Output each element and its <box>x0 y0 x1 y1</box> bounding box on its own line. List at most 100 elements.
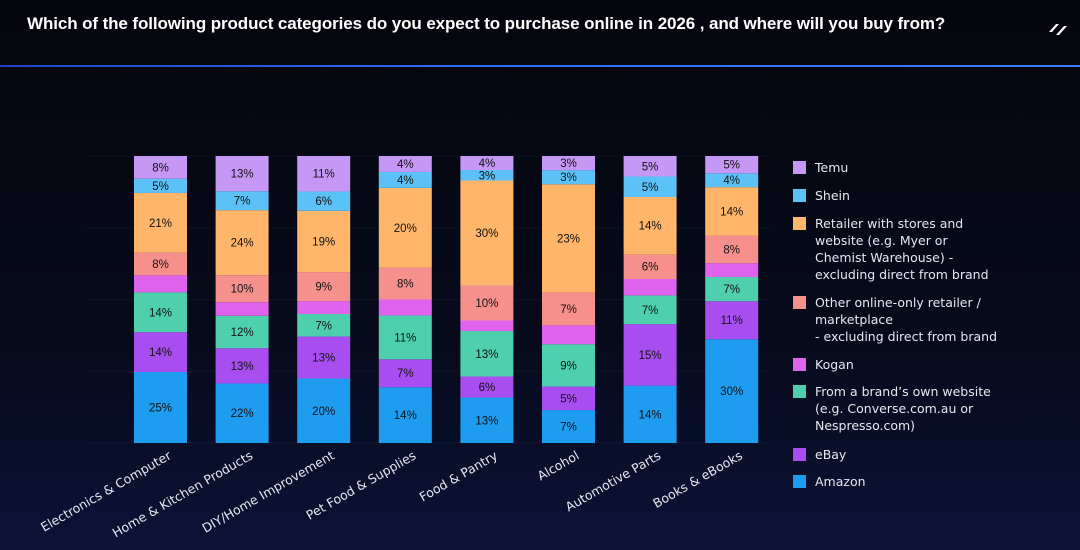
data-label: 11% <box>394 332 416 344</box>
segment-temu <box>378 156 432 172</box>
segment-from-a-brand-s-own-website <box>215 315 269 349</box>
chart-bars: 25%14%14%8%21%5%8%22%13%12%10%24%7%13%20… <box>134 156 759 443</box>
bar-home-kitchen-products: 22% 13% 12% 10% 24% 7% 13% <box>215 156 269 443</box>
segment-kogan <box>297 301 351 315</box>
segment-ebay <box>134 332 187 372</box>
data-label: 22% <box>231 408 254 420</box>
data-label: 9% <box>560 360 577 372</box>
segment-shein <box>134 178 187 193</box>
legend-swatch <box>793 217 806 230</box>
segment-other-online-only-retailer <box>297 272 351 302</box>
data-label: 30% <box>720 386 743 398</box>
segment-from-a-brand-s-own-website <box>460 331 514 377</box>
segment-ebay <box>542 386 595 411</box>
data-label: 7% <box>397 368 414 380</box>
segment-retailer-with-stores-and <box>623 197 677 255</box>
data-label: 10% <box>475 298 498 310</box>
segment-amazon <box>623 385 677 443</box>
segment-ebay <box>297 336 351 379</box>
data-label: 7% <box>560 304 577 316</box>
segment-kogan <box>215 302 269 316</box>
segment-ebay <box>378 359 432 388</box>
data-label: 7% <box>723 284 740 296</box>
segment-kogan <box>378 299 432 316</box>
segment-kogan <box>134 275 187 293</box>
legend-label: Kogan <box>815 357 854 372</box>
segment-shein <box>705 173 759 188</box>
data-label: 7% <box>642 305 659 317</box>
legend-item-from-a-brand-s-own-website: From a brand’s own website (e.g. Convers… <box>793 383 1073 434</box>
segment-retailer-with-stores-and <box>297 210 351 273</box>
segment-temu <box>297 156 351 192</box>
segment-from-a-brand-s-own-website <box>542 344 595 387</box>
data-label: 13% <box>312 353 335 365</box>
segment-from-a-brand-s-own-website <box>297 314 351 337</box>
x-tick-label: Alcohol <box>535 448 582 484</box>
legend-item-other-online-only-retailer: Other online-only retailer / marketplace… <box>793 294 1073 345</box>
segment-retailer-with-stores-and <box>134 192 187 253</box>
data-label: 3% <box>560 172 577 184</box>
segment-retailer-with-stores-and <box>378 187 432 268</box>
legend-item-amazon: Amazon <box>793 473 1073 490</box>
segment-from-a-brand-s-own-website <box>378 315 432 360</box>
legend-label: Shein <box>815 188 850 203</box>
bar-alcohol: 7% 5% 9% 7% 23% 3% 3% <box>542 156 595 443</box>
data-label: 13% <box>231 361 254 373</box>
segment-other-online-only-retailer <box>378 267 432 300</box>
data-label: 6% <box>315 196 332 208</box>
segment-shein <box>623 176 677 197</box>
segment-ebay <box>460 376 514 398</box>
header-divider <box>0 65 1080 67</box>
segment-retailer-with-stores-and <box>460 180 514 286</box>
data-label: 3% <box>560 158 577 170</box>
data-label: 25% <box>149 402 172 414</box>
data-label: 14% <box>394 410 417 422</box>
legend-label: Retailer with stores and website (e.g. M… <box>815 216 989 282</box>
segment-ebay <box>705 301 759 340</box>
data-label: 4% <box>397 159 414 171</box>
segment-amazon <box>134 371 187 443</box>
segment-from-a-brand-s-own-website <box>705 277 759 302</box>
brand-logo-icon <box>1049 24 1067 35</box>
legend-label: Other online-only retailer / marketplace… <box>815 295 998 344</box>
bar-food-pantry: 13% 6% 13% 10% 30% 3%4% <box>460 156 514 443</box>
segment-kogan <box>542 325 595 345</box>
data-label: 7% <box>234 196 251 208</box>
segment-shein <box>297 191 351 211</box>
segment-temu <box>623 156 677 177</box>
data-label: 7% <box>315 320 332 332</box>
segment-temu <box>542 156 595 171</box>
data-label: 4% <box>479 158 496 170</box>
segment-shein <box>542 170 595 185</box>
data-label: 8% <box>152 259 169 271</box>
legend-swatch <box>793 161 806 174</box>
segment-other-online-only-retailer <box>215 275 269 303</box>
segment-retailer-with-stores-and <box>215 210 269 276</box>
segment-from-a-brand-s-own-website <box>623 295 677 325</box>
data-label: 30% <box>475 228 498 240</box>
bar-electronics-computer: 25% 14% 14% 8% 21% 5% 8% <box>134 156 187 443</box>
segment-from-a-brand-s-own-website <box>134 292 187 333</box>
legend-label: From a brand’s own website (e.g. Convers… <box>815 384 991 433</box>
data-label: 19% <box>312 236 335 248</box>
segment-retailer-with-stores-and <box>542 184 595 293</box>
segment-other-online-only-retailer <box>460 285 514 321</box>
data-label: 24% <box>231 238 254 250</box>
x-tick-label: DIY/Home Improvement <box>199 448 337 536</box>
data-label: 13% <box>475 415 498 427</box>
data-label: 8% <box>723 244 740 256</box>
segment-ebay <box>215 348 269 384</box>
data-label: 15% <box>639 350 662 362</box>
data-label: 5% <box>642 182 659 194</box>
x-tick-label: Home & Kitchen Products <box>110 448 256 541</box>
data-label: 23% <box>557 233 580 245</box>
segment-retailer-with-stores-and <box>705 187 759 236</box>
data-label: 12% <box>231 327 254 339</box>
bar-pet-food-supplies: 14% 7% 11% 8% 20% 4% 4% <box>378 156 432 443</box>
legend-swatch <box>793 296 806 309</box>
segment-other-online-only-retailer <box>623 254 677 279</box>
segment-temu <box>705 156 759 174</box>
segment-amazon <box>297 378 351 443</box>
segment-amazon <box>460 397 514 443</box>
